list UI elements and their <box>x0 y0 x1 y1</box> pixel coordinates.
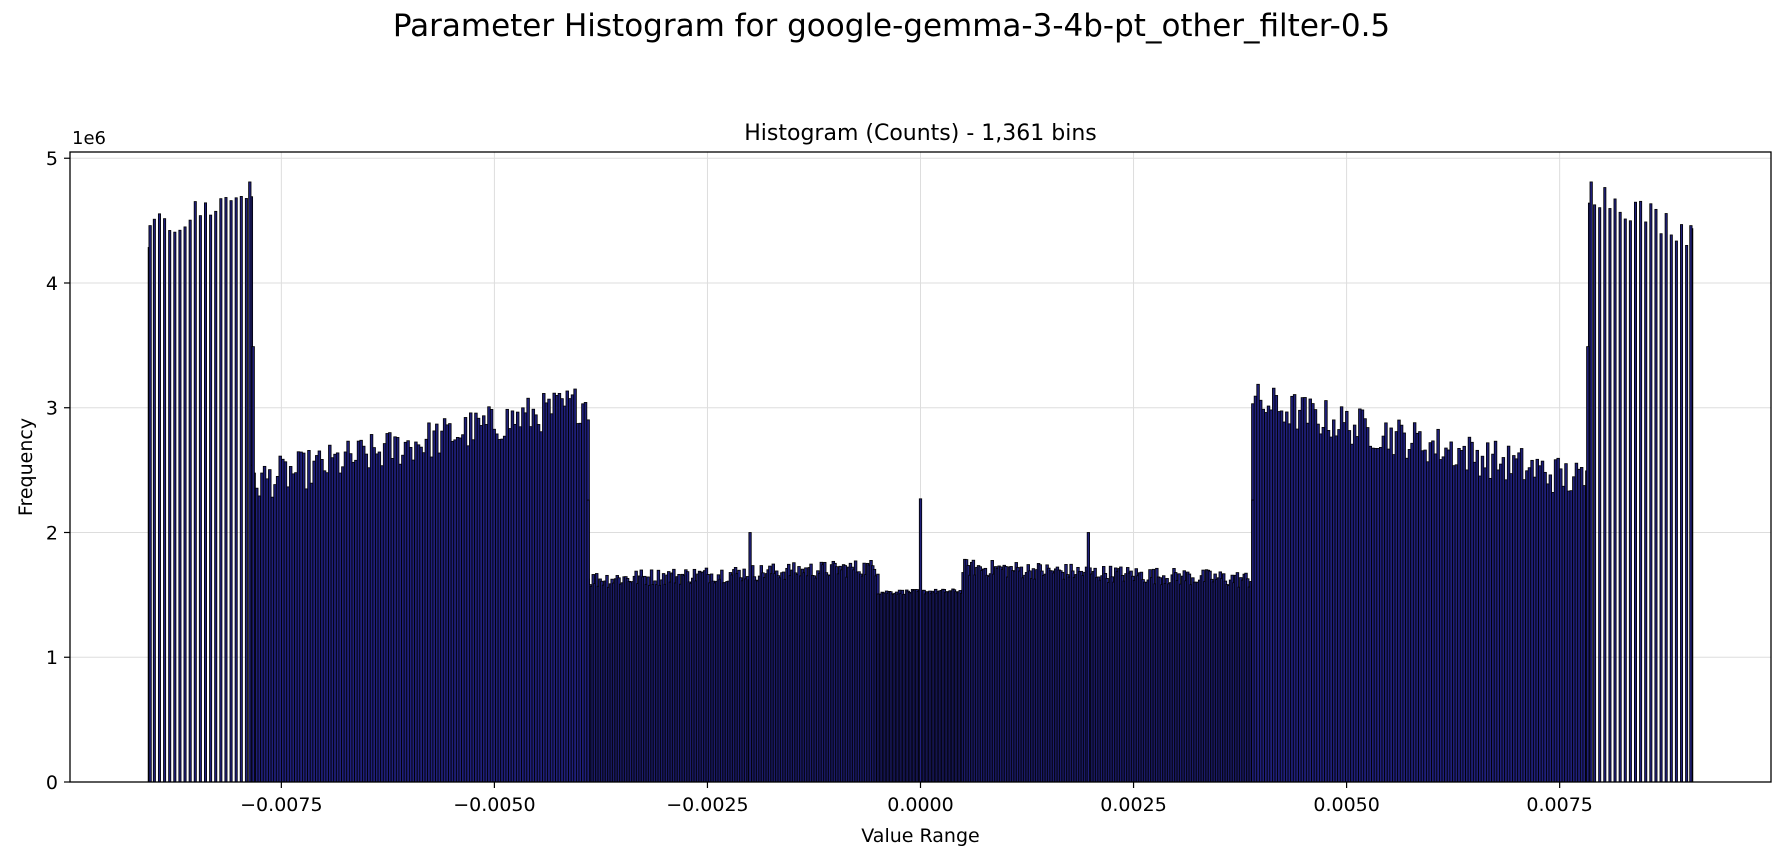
x-tick-label: 0.0000 <box>887 794 953 816</box>
x-tick-label: −0.0025 <box>666 794 748 816</box>
y-axis-ticks: 0 1 2 3 4 5 <box>46 148 70 794</box>
histogram-bar <box>748 532 752 783</box>
y-tick-label: 4 <box>46 273 58 295</box>
y-tick-label: 0 <box>46 772 58 794</box>
histogram-bar <box>1685 244 1689 783</box>
histogram-bar <box>244 198 248 783</box>
histogram-bar <box>1644 221 1648 783</box>
histogram-bar <box>1603 187 1607 783</box>
histogram-bar <box>1664 213 1668 783</box>
histogram-bar <box>1598 207 1602 783</box>
histogram-bar <box>1593 204 1597 783</box>
histogram-bar <box>224 197 228 783</box>
histogram-bar <box>1659 233 1663 783</box>
histogram-bar <box>198 215 202 783</box>
x-tick-label: 0.0075 <box>1526 794 1592 816</box>
histogram-bar <box>1649 203 1653 783</box>
histogram-bar <box>183 226 187 783</box>
histogram-bar <box>157 213 161 783</box>
histogram-bar <box>1633 201 1637 783</box>
histogram-bar <box>586 499 590 783</box>
y-tick-label: 3 <box>46 398 58 420</box>
y-tick-label: 2 <box>46 522 58 544</box>
page-title: Parameter Histogram for google-gemma-3-4… <box>392 8 1391 44</box>
histogram-bar <box>209 214 213 783</box>
y-axis-label: Frequency <box>15 418 37 516</box>
histogram-bar <box>1623 218 1627 783</box>
histogram-bar <box>1669 234 1673 783</box>
histogram-bar <box>178 229 182 783</box>
histogram-bar <box>1639 200 1643 783</box>
histogram-bar <box>239 196 243 783</box>
histogram-bar <box>173 231 177 783</box>
histogram-bar <box>1674 240 1678 783</box>
histogram-bar <box>1613 198 1617 783</box>
histogram-bar <box>148 225 152 783</box>
histogram-bar <box>214 210 218 783</box>
histogram-bar <box>251 346 255 783</box>
histogram-bar <box>1654 208 1658 783</box>
histogram-bar <box>219 198 223 783</box>
histogram-bar <box>168 230 172 783</box>
histogram-bar <box>1589 181 1593 783</box>
histogram-bar <box>1608 208 1612 783</box>
x-tick-label: −0.0075 <box>240 794 322 816</box>
y-tick-label: 5 <box>46 148 58 170</box>
histogram-bar <box>163 218 167 783</box>
histogram-bar <box>248 181 252 783</box>
y-tick-label: 1 <box>46 647 58 669</box>
histogram-bar <box>1251 499 1255 783</box>
chart-title: Histogram (Counts) - 1,361 bins <box>744 121 1096 146</box>
histogram-bar <box>188 219 192 783</box>
histogram-bar <box>193 201 197 783</box>
x-tick-label: 0.0025 <box>1100 794 1166 816</box>
histogram-bar <box>1586 346 1590 783</box>
histogram-bar <box>152 218 156 783</box>
x-tick-label: 0.0050 <box>1313 794 1379 816</box>
histogram-bar <box>1689 225 1693 783</box>
histogram-bar <box>234 197 238 783</box>
y-scale-multiplier: 1e6 <box>72 128 106 149</box>
x-axis-label: Value Range <box>861 825 979 847</box>
histogram-bar <box>229 200 233 783</box>
histogram-bar <box>1680 224 1684 783</box>
x-axis-ticks: −0.0075 −0.0050 −0.0025 0.0000 0.0025 0.0050 0… <box>240 782 1593 816</box>
histogram-bar <box>1628 220 1632 783</box>
histogram-bar <box>1618 211 1622 783</box>
histogram-bar <box>204 202 208 783</box>
histogram-bar <box>1086 532 1090 783</box>
x-tick-label: −0.0050 <box>453 794 535 816</box>
histogram-bar <box>918 498 923 783</box>
